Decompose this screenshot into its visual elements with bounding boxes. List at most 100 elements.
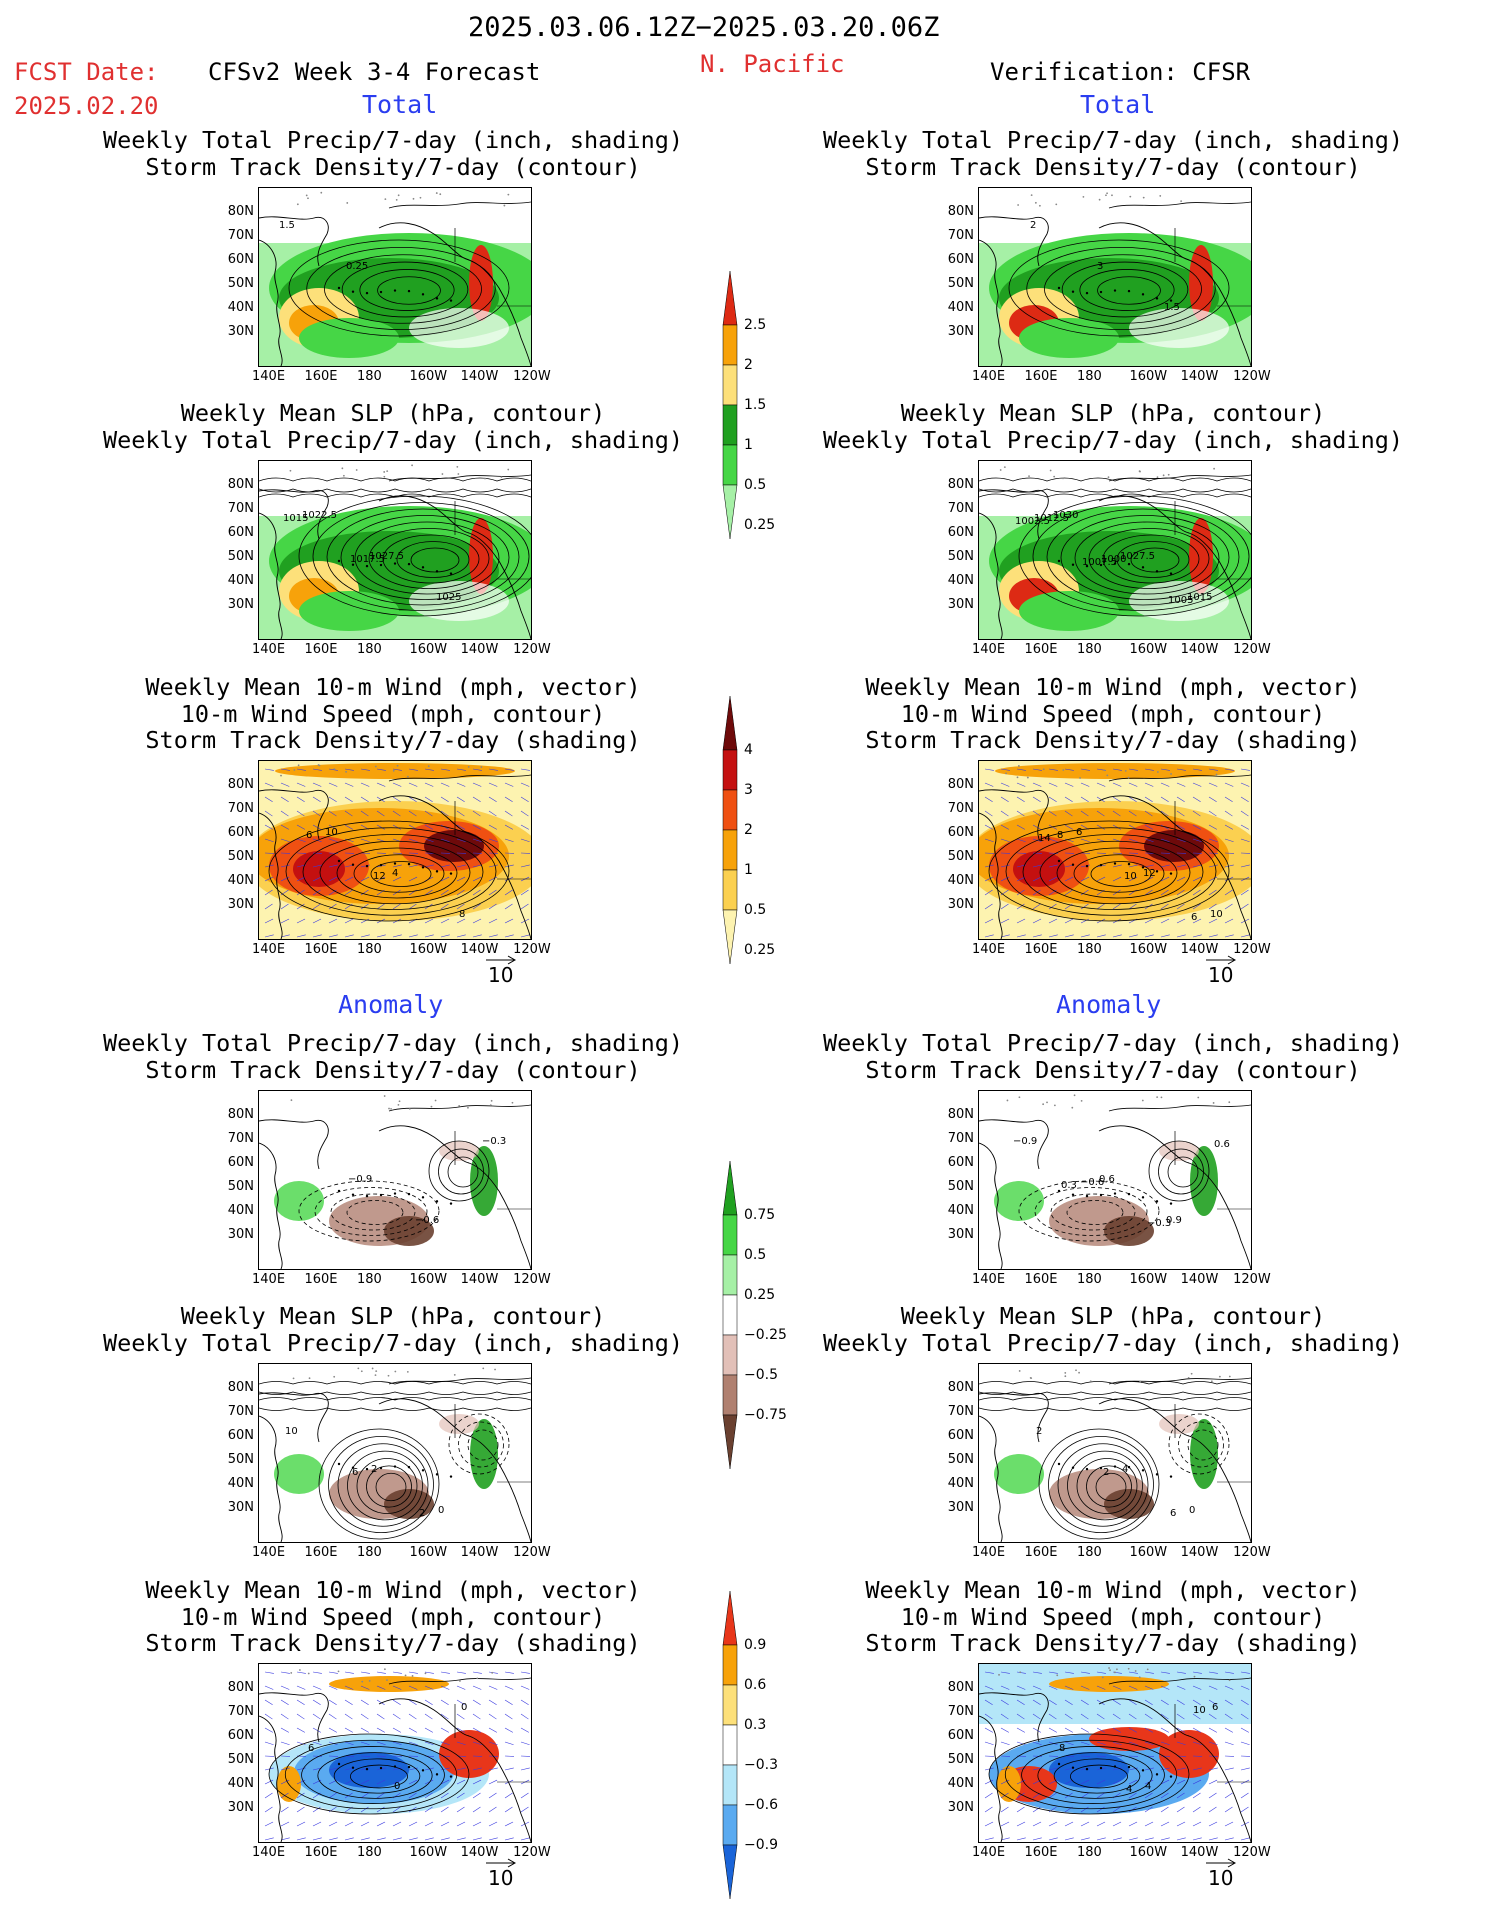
map-svg-forecast-row5: 2 0 10 6 2 (259, 1367, 531, 1542)
lat-label-verification-row6-3: 50N (947, 1752, 974, 1767)
lon-label-forecast-row2-1: 160E (304, 642, 338, 657)
contour-label-forecast-row4-0: −0.9 (348, 1174, 372, 1185)
contour-label-forecast-row3-2: 8 (459, 909, 465, 920)
map-svg-verification-row4: 0.6 0.9 −0.9 −0.6 −0.3 0.6 0.3 (979, 1094, 1251, 1269)
lon-label-verification-row5-3: 160W (1129, 1545, 1168, 1560)
lon-label-verification-row5-0: 140E (972, 1545, 1006, 1560)
lat-label-forecast-row6-2: 60N (227, 1728, 254, 1743)
lat-label-forecast-row6-1: 70N (227, 1704, 254, 1719)
contour-label-forecast-row1-0: 1.5 (279, 220, 295, 231)
lat-label-verification-row3-4: 40N (947, 873, 974, 888)
map-panel-forecast-row3: 10 4 8 6 12 (258, 760, 532, 940)
colorbar-precip-anomaly (722, 1160, 738, 1470)
lat-label-forecast-row3-5: 30N (227, 897, 254, 912)
lon-label-forecast-row3-0: 140E (252, 942, 286, 957)
lat-label-forecast-row4-2: 60N (227, 1155, 254, 1170)
lon-label-forecast-row3-1: 160E (304, 942, 338, 957)
map-panel-forecast-row6: 0 0 6 (258, 1663, 532, 1843)
colorbar-precip-total-tick-2: 1.5 (744, 397, 767, 413)
lon-label-forecast-row3-3: 160W (409, 942, 448, 957)
contour-label-forecast-row2-4: 1017.5 (350, 554, 385, 565)
map-panel-verification-row3: 6 12 10 8 10 6 14 (978, 760, 1252, 940)
map-panel-forecast-row1: 1.5 0.25 (258, 187, 532, 367)
lat-label-forecast-row6-0: 80N (227, 1680, 254, 1695)
colorbar-storm-total-tick-3: 1 (744, 862, 753, 878)
contour-label-forecast-row5-4: 2 (419, 1508, 425, 1519)
lon-label-forecast-row4-3: 160W (409, 1272, 448, 1287)
panel-title-forecast-row4-1: Weekly Total Precip/7-day (inch, shading… (102, 1029, 684, 1057)
lon-label-verification-row6-3: 160W (1129, 1845, 1168, 1860)
colorbar-storm-anomaly-tick-5: −0.9 (744, 1837, 778, 1853)
contour-label-verification-row5-2: 2 (1036, 1426, 1042, 1437)
lon-label-forecast-row2-3: 160W (409, 642, 448, 657)
panel-title-forecast-row6-3: Storm Track Density/7-day (shading) (145, 1629, 641, 1657)
lat-label-verification-row1-1: 70N (947, 228, 974, 243)
contour-label-verification-row3-1: 12 (1143, 868, 1156, 879)
map-panel-verification-row1: 2 3 1.5 (978, 187, 1252, 367)
map-svg-verification-row3: 6 12 10 8 10 6 14 (979, 761, 1251, 939)
panel-title-forecast-row3-3: Storm Track Density/7-day (shading) (145, 726, 641, 754)
contour-label-verification-row3-5: 6 (1191, 912, 1197, 923)
contour-label-forecast-row4-2: −0.3 (482, 1136, 506, 1147)
lon-label-forecast-row1-0: 140E (252, 369, 286, 384)
region-title: N. Pacific (700, 50, 845, 78)
lat-label-forecast-row3-3: 50N (227, 849, 254, 864)
lon-label-forecast-row6-2: 180 (356, 1845, 382, 1860)
lon-label-verification-row3-4: 140W (1180, 942, 1219, 957)
contour-label-verification-row5-0: 4 (1122, 1464, 1128, 1475)
colorbar-storm-total-tick-1: 3 (744, 782, 753, 798)
contour-label-verification-row4-1: 0.9 (1166, 1215, 1182, 1226)
lon-label-verification-row2-0: 140E (972, 642, 1006, 657)
contour-label-verification-row4-2: −0.9 (1013, 1136, 1037, 1147)
lat-label-verification-row1-4: 40N (947, 300, 974, 315)
lat-label-forecast-row1-3: 50N (227, 276, 254, 291)
contour-label-verification-row4-5: 0.6 (1214, 1139, 1230, 1150)
lon-label-forecast-row4-5: 120W (513, 1272, 551, 1287)
lon-label-verification-row5-1: 160E (1024, 1545, 1058, 1560)
map-svg-verification-row1: 231.5 (979, 192, 1251, 366)
contour-label-verification-row4-6: 0.3 (1061, 1180, 1077, 1191)
map-svg-forecast-row4: −0.9 −0.6 −0.3 (259, 1095, 531, 1269)
lat-label-forecast-row3-2: 60N (227, 825, 254, 840)
lat-label-forecast-row1-2: 60N (227, 252, 254, 267)
section-anomaly-right: Anomaly (1056, 990, 1162, 1019)
map-svg-verification-row2: 1030 1027.5 1015 1012.5 1000 1005 1002.5 1007.5 (979, 466, 1251, 639)
map-svg-verification-row6: 4 6 8 4 10 (979, 1664, 1251, 1842)
colorbar-precip-total (722, 270, 738, 540)
contour-label-verification-row3-0: 6 (1076, 827, 1082, 838)
contour-label-forecast-row2-1: 1027.5 (369, 551, 404, 562)
lon-label-forecast-row4-2: 180 (356, 1272, 382, 1287)
panel-title-forecast-row2-2: Weekly Total Precip/7-day (inch, shading… (102, 425, 684, 454)
lat-label-forecast-row5-5: 30N (227, 1500, 254, 1515)
lon-label-verification-row6-0: 140E (972, 1845, 1006, 1860)
vector-ref-arrow-verification-row6 (1206, 1858, 1237, 1868)
lon-label-verification-row2-1: 160E (1024, 642, 1058, 657)
lon-label-forecast-row4-0: 140E (252, 1272, 286, 1287)
contour-label-verification-row2-4: 1000 (1101, 554, 1126, 565)
lat-label-forecast-row3-4: 40N (227, 873, 254, 888)
lat-label-verification-row1-0: 80N (947, 204, 974, 219)
lat-label-forecast-row5-2: 60N (227, 1428, 254, 1443)
lon-label-verification-row6-1: 160E (1024, 1845, 1058, 1860)
lat-label-verification-row3-1: 70N (947, 801, 974, 816)
period-title: 2025.03.06.12Z−2025.03.20.06Z (468, 12, 940, 43)
map-panel-verification-row6: 4 6 8 4 10 (978, 1663, 1252, 1843)
contour-label-verification-row2-2: 1015 (1187, 592, 1212, 603)
contour-label-verification-row1-2: 1.5 (1164, 302, 1180, 313)
contour-label-forecast-row5-1: 0 (438, 1505, 444, 1516)
map-svg-forecast-row1: 1.5 0.25 (259, 191, 531, 366)
panel-title-forecast-row3-2: 10-m Wind Speed (mph, contour) (180, 699, 606, 728)
fcst-date-label: FCST Date: (14, 58, 159, 86)
lat-label-verification-row6-1: 70N (947, 1704, 974, 1719)
map-svg-forecast-row2: 1022.5 1027.5 1025 1015 1017.5 (259, 464, 531, 639)
lat-label-verification-row2-3: 50N (947, 549, 974, 564)
lat-label-verification-row2-5: 30N (947, 597, 974, 612)
lon-label-verification-row4-1: 160E (1024, 1272, 1058, 1287)
lat-label-verification-row6-5: 30N (947, 1800, 974, 1815)
lon-label-forecast-row6-1: 160E (304, 1845, 338, 1860)
contour-label-forecast-row2-0: 1022.5 (302, 510, 337, 521)
colorbar-storm-anomaly-tick-4: −0.6 (744, 1797, 778, 1813)
colorbar-storm-total-tick-4: 0.5 (744, 902, 767, 918)
contour-label-verification-row1-0: 2 (1030, 220, 1036, 231)
colorbar-storm-total-tick-2: 2 (744, 822, 753, 838)
